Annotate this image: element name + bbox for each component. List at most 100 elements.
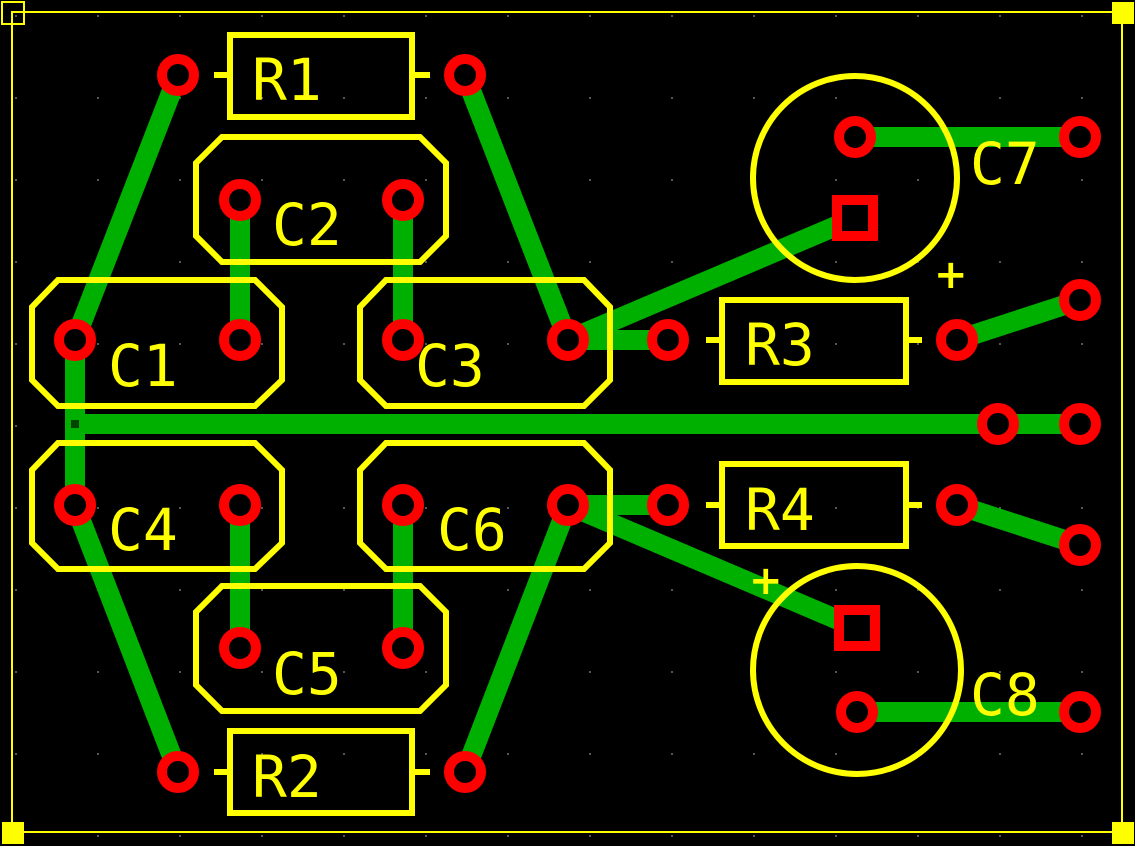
grid-dot xyxy=(835,507,837,509)
label-c7: C7 xyxy=(970,130,1040,198)
grid-dot xyxy=(507,753,509,755)
grid-dot xyxy=(261,671,263,673)
pad-c8-neg xyxy=(836,691,878,733)
label-c2: C2 xyxy=(272,191,342,259)
grid-dot xyxy=(507,97,509,99)
pad-r4-2 xyxy=(936,484,978,526)
pad-out-4 xyxy=(1059,691,1101,733)
grid-dot xyxy=(425,343,427,345)
grid-dot xyxy=(1081,179,1083,181)
grid-dot xyxy=(589,589,591,591)
grid-dot xyxy=(425,671,427,673)
pad-out-3 xyxy=(1059,524,1101,566)
grid-dot xyxy=(917,179,919,181)
pad-out-1 xyxy=(1059,116,1101,158)
grid-dot xyxy=(917,589,919,591)
grid-dot xyxy=(589,261,591,263)
pad-bus-2 xyxy=(1059,403,1101,445)
pad-c1-1 xyxy=(54,319,96,361)
grid-dot xyxy=(97,97,99,99)
component-labels: R1 C2 C1 C3 R3 C7 C4 C6 R4 C5 C8 R2 + + xyxy=(108,46,1040,811)
grid-dot xyxy=(589,97,591,99)
pad-r2-1 xyxy=(157,751,199,793)
pad-c7-pos xyxy=(832,195,878,241)
pad-c6-1 xyxy=(382,484,424,526)
grid-dot xyxy=(999,179,1001,181)
c2-outline xyxy=(193,134,449,265)
trace-r4-out xyxy=(953,495,1084,555)
grid-dot xyxy=(343,507,345,509)
grid-dot xyxy=(835,15,837,17)
pad-c8-pos xyxy=(834,605,880,651)
via-marker xyxy=(71,420,79,428)
trace-r1-c3 xyxy=(455,71,578,344)
grid-dot xyxy=(97,671,99,673)
grid-dot xyxy=(835,835,837,837)
grid-dot xyxy=(917,671,919,673)
pad-c5-2 xyxy=(382,627,424,669)
grid-dot xyxy=(425,835,427,837)
grid-dot xyxy=(507,835,509,837)
grid-dot xyxy=(917,835,919,837)
c1-outline xyxy=(29,277,285,409)
c8-outline xyxy=(750,563,964,777)
pad-c5-1 xyxy=(219,627,261,669)
grid-dot xyxy=(343,589,345,591)
square-pads xyxy=(832,195,880,651)
grid-dot xyxy=(261,97,263,99)
grid-dot xyxy=(97,835,99,837)
grid-dot xyxy=(15,343,17,345)
grid-dot xyxy=(671,671,673,673)
pad-r3-2 xyxy=(936,319,978,361)
grid-dot xyxy=(425,261,427,263)
grid-dot xyxy=(1081,671,1083,673)
pad-r1-1 xyxy=(157,54,199,96)
silkscreen xyxy=(29,32,964,816)
grid-dot xyxy=(343,753,345,755)
grid-dot xyxy=(261,343,263,345)
label-c8: C8 xyxy=(970,661,1040,729)
grid-dot xyxy=(999,753,1001,755)
grid-dot xyxy=(917,343,919,345)
grid-dot xyxy=(343,343,345,345)
grid-dot xyxy=(1081,507,1083,509)
grid-dot xyxy=(261,835,263,837)
grid-dot xyxy=(179,261,181,263)
grid-dot xyxy=(753,835,755,837)
grid-dot xyxy=(15,671,17,673)
grid-dot xyxy=(179,835,181,837)
pad-out-2 xyxy=(1059,279,1101,321)
grid-dot xyxy=(425,15,427,17)
pad-c4-1 xyxy=(54,484,96,526)
grid-dot xyxy=(179,97,181,99)
grid-dot xyxy=(671,179,673,181)
grid-dot xyxy=(15,97,17,99)
grid-dot xyxy=(261,15,263,17)
grid-dot xyxy=(671,835,673,837)
grid-dot xyxy=(835,589,837,591)
label-r4: R4 xyxy=(745,476,815,544)
grid-dot xyxy=(753,15,755,17)
grid-dot xyxy=(179,671,181,673)
grid-dot xyxy=(179,343,181,345)
trace-r1-c1 xyxy=(65,71,188,344)
pad-c1-2 xyxy=(219,319,261,361)
grid-dot xyxy=(1081,835,1083,837)
grid-dot xyxy=(343,15,345,17)
grid-dot xyxy=(15,179,17,181)
grid-dot xyxy=(261,753,263,755)
grid-dot xyxy=(1081,261,1083,263)
grid-dot xyxy=(835,343,837,345)
grid-dot xyxy=(15,753,17,755)
grid-dot xyxy=(917,15,919,17)
label-r1: R1 xyxy=(252,46,322,114)
grid-dot xyxy=(97,15,99,17)
grid-dot xyxy=(1081,15,1083,17)
c8-polarity-mark: + xyxy=(749,558,783,604)
grid-dot xyxy=(343,97,345,99)
grid-dot xyxy=(999,15,1001,17)
grid-dot xyxy=(1081,97,1083,99)
grid-dot xyxy=(97,179,99,181)
grid-dot xyxy=(999,835,1001,837)
